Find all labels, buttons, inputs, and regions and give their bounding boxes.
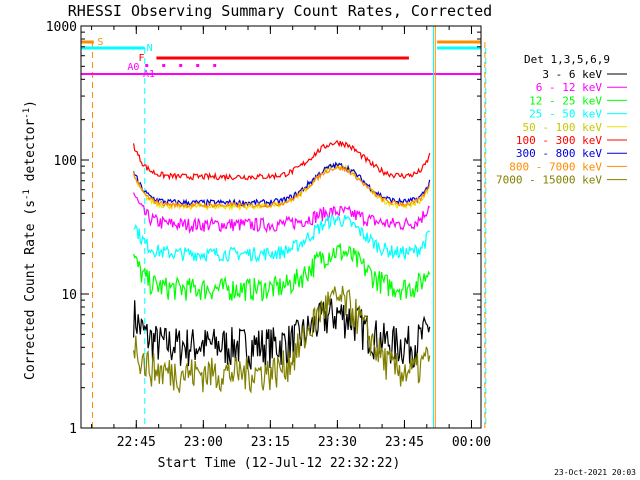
legend-label: 300 - 800 keV bbox=[516, 147, 602, 160]
chart-title: RHESSI Observing Summary Count Rates, Co… bbox=[68, 2, 492, 20]
y-tick-label: 10 bbox=[61, 288, 77, 303]
x-tick-label: 23:45 bbox=[385, 435, 424, 450]
legend-label: 800 - 7000 keV bbox=[509, 160, 602, 173]
series-line bbox=[133, 161, 431, 208]
flag-label: A0 bbox=[127, 62, 139, 73]
flag-label: A1 bbox=[143, 69, 155, 80]
flag-dot-a1 bbox=[145, 64, 149, 67]
legend-label: 6 - 12 keV bbox=[536, 81, 603, 94]
series-line bbox=[133, 243, 431, 302]
legend-label: 100 - 300 keV bbox=[516, 134, 602, 147]
legend-label: 3 - 6 keV bbox=[542, 68, 602, 81]
x-tick-label: 23:00 bbox=[184, 435, 223, 450]
flag-label: N bbox=[147, 43, 153, 54]
legend-title: Det 1,3,5,6,9 bbox=[524, 53, 610, 66]
y-tick-label: 1000 bbox=[46, 20, 77, 35]
series-line bbox=[133, 164, 431, 210]
series-line bbox=[133, 298, 431, 370]
legend-label: 7000 - 15000 keV bbox=[496, 174, 602, 187]
x-tick-label: 23:15 bbox=[251, 435, 290, 450]
y-tick-label: 100 bbox=[54, 154, 77, 169]
legend-label: 50 - 100 keV bbox=[523, 121, 603, 134]
y-tick-label: 1 bbox=[69, 422, 77, 437]
flag-dot-a1 bbox=[179, 64, 183, 67]
x-tick-label: 23:30 bbox=[318, 435, 357, 450]
series-line bbox=[133, 139, 431, 182]
axis-layer: 1 10 100 1000 22:45 23:00 23:15 23:30 23:45 00:00 bbox=[46, 20, 491, 450]
legend-label: 25 - 50 keV bbox=[529, 108, 602, 121]
series-line bbox=[133, 214, 431, 263]
x-tick-label: 22:45 bbox=[117, 435, 156, 450]
x-tick-label: 00:00 bbox=[452, 435, 491, 450]
series-line bbox=[133, 285, 431, 394]
series-line bbox=[133, 192, 431, 235]
x-axis-label: Start Time (12-Jul-12 22:32:22) bbox=[158, 456, 401, 471]
plot-frame bbox=[80, 25, 482, 429]
y-axis-label: Corrected Count Rate (s-1 detector-1) bbox=[22, 100, 38, 380]
flag-dot-a1 bbox=[162, 64, 166, 67]
flag-label: F bbox=[139, 53, 145, 64]
flag-dot-a1 bbox=[196, 64, 200, 67]
flag-dot-a1 bbox=[213, 64, 217, 67]
legend-label: 12 - 25 keV bbox=[529, 94, 602, 107]
timestamp: 23-Oct-2021 20:03 bbox=[554, 468, 636, 477]
flag-label: S bbox=[97, 37, 103, 48]
